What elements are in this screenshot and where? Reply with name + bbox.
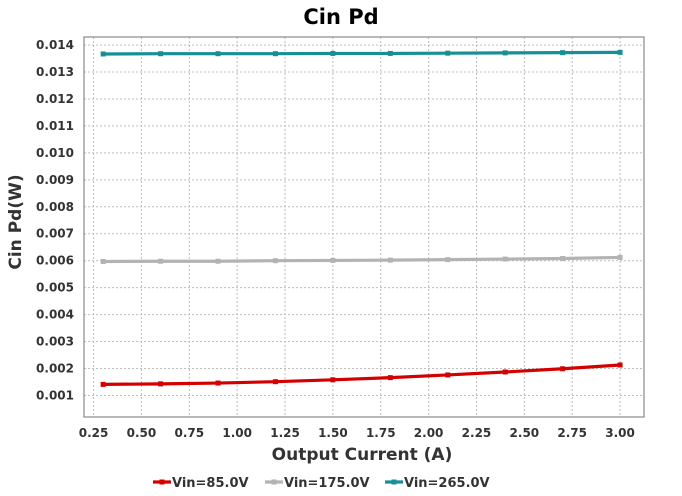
y-tick-label: 0.013 (36, 65, 74, 79)
data-point (560, 256, 566, 262)
data-point (387, 257, 393, 263)
legend-label: Vin=175.0V (284, 476, 370, 491)
data-point (272, 379, 278, 385)
data-point (617, 362, 623, 368)
series-2 (100, 254, 623, 264)
data-point (617, 254, 623, 260)
data-point (445, 50, 451, 56)
x-tick-label: 0.50 (127, 426, 157, 440)
legend-marker (271, 479, 277, 485)
legend-item: Vin=265.0V (385, 476, 490, 491)
data-point (100, 381, 106, 387)
legend-item: Vin=175.0V (265, 476, 370, 491)
series-line (101, 363, 622, 386)
data-point (560, 366, 566, 372)
y-tick-label: 0.012 (36, 92, 74, 106)
y-tick-label: 0.001 (36, 388, 74, 402)
grid (84, 37, 644, 417)
series-3 (100, 49, 623, 57)
x-tick-label: 1.75 (366, 426, 396, 440)
x-tick-label: 3.00 (605, 426, 635, 440)
series-line (101, 50, 622, 56)
x-tick-label: 2.25 (462, 426, 492, 440)
chart-title: Cin Pd (303, 5, 378, 29)
data-point (502, 256, 508, 262)
data-point (272, 258, 278, 264)
x-tick-labels: 0.25 0.50 0.75 1.00 1.25 1.50 1.75 2.00 2.25 2.50… (79, 426, 635, 440)
x-tick-label: 0.25 (79, 426, 109, 440)
data-point (100, 258, 106, 264)
data-point (158, 51, 164, 57)
legend-marker (159, 479, 165, 485)
y-axis-label: Cin Pd(W) (6, 174, 26, 269)
legend-marker (391, 479, 397, 485)
y-tick-labels: 0.001 0.002 0.003 0.004 0.005 0.006 0.007 0.008… (36, 38, 74, 402)
x-tick-label: 0.75 (174, 426, 204, 440)
x-tick-label: 2.50 (510, 426, 540, 440)
y-tick-label: 0.009 (36, 173, 74, 187)
data-point (272, 51, 278, 57)
data-point (215, 51, 221, 57)
y-tick-label: 0.011 (36, 119, 74, 133)
x-tick-label: 2.75 (557, 426, 587, 440)
data-point (215, 258, 221, 264)
y-tick-label: 0.004 (36, 308, 74, 322)
data-point (502, 50, 508, 56)
legend-item: Vin=85.0V (153, 476, 249, 491)
legend: Vin=85.0V Vin=175.0V Vin=265.0V (153, 476, 490, 491)
data-point (330, 50, 336, 56)
y-tick-label: 0.006 (36, 254, 74, 268)
data-point (158, 381, 164, 387)
y-tick-label: 0.002 (36, 361, 74, 375)
series-line (101, 255, 622, 264)
y-tick-label: 0.005 (36, 281, 74, 295)
y-tick-label: 0.010 (36, 146, 74, 160)
legend-label: Vin=85.0V (172, 476, 249, 491)
data-point (560, 50, 566, 56)
legend-label: Vin=265.0V (404, 476, 490, 491)
data-point (387, 50, 393, 56)
y-tick-label: 0.008 (36, 200, 74, 214)
data-point (158, 258, 164, 264)
data-point (330, 377, 336, 383)
series-1 (100, 362, 623, 387)
data-point (100, 51, 106, 57)
x-tick-label: 1.00 (222, 426, 252, 440)
data-point (330, 257, 336, 263)
data-point (445, 257, 451, 263)
series-lines (100, 49, 623, 387)
data-point (445, 372, 451, 378)
x-axis-label: Output Current (A) (272, 445, 453, 465)
y-tick-label: 0.003 (36, 335, 74, 349)
data-point (502, 369, 508, 375)
data-point (617, 49, 623, 55)
x-tick-label: 1.50 (318, 426, 348, 440)
data-point (215, 380, 221, 386)
data-point (387, 375, 393, 381)
x-tick-label: 2.00 (414, 426, 444, 440)
plot-frame (83, 36, 645, 418)
y-tick-label: 0.007 (36, 227, 74, 241)
y-tick-label: 0.014 (36, 38, 74, 52)
x-tick-label: 1.25 (270, 426, 300, 440)
